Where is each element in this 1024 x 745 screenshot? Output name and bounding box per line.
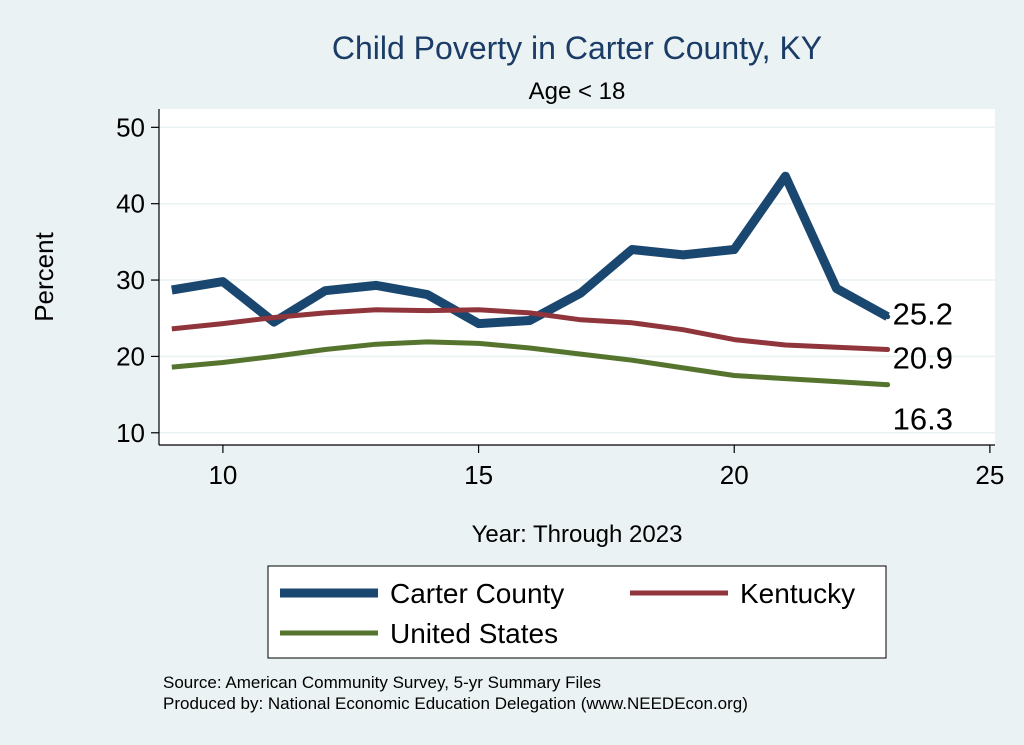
series-line-united-states [171,339,888,388]
end-marker-kentucky [885,347,891,353]
end-labels: 25.2 20.9 16.3 [885,297,953,437]
end-label-kentucky: 20.9 [893,341,953,376]
legend-item-carter-county: Carter County [280,578,564,609]
y-axis-ticks: 10 20 30 40 50 [116,112,159,448]
x-axis-title: Year: Through 2023 [472,521,683,548]
x-tick-label-15: 15 [464,460,493,490]
producer-note: Produced by: National Economic Education… [163,694,748,713]
chart-subtitle: Age < 18 [529,78,626,105]
legend-label-united-states: United States [390,618,558,649]
chart-title: Child Poverty in Carter County, KY [332,30,822,66]
end-marker-united-states [885,382,891,388]
y-tick-label-10: 10 [116,418,145,448]
series-line-kentucky [171,307,888,352]
legend-label-kentucky: Kentucky [740,578,855,609]
y-tick-label-50: 50 [116,112,145,142]
y-tick-label-30: 30 [116,265,145,295]
series-line-carter-county [171,171,890,329]
y-axis-title: Percent [29,231,59,321]
legend-label-carter-county: Carter County [390,578,564,609]
y-tick-label-40: 40 [116,189,145,219]
x-tick-label-10: 10 [208,460,237,490]
legend-box [267,565,887,659]
x-tick-label-25: 25 [975,460,1004,490]
legend-item-united-states: United States [280,618,558,649]
series-lines [171,171,890,388]
gridlines [159,126,995,434]
source-note: Source: American Community Survey, 5-yr … [163,673,601,692]
plot-area [159,109,995,445]
x-axis-ticks: 10 15 20 25 [208,445,1004,490]
legend-item-kentucky: Kentucky [630,578,855,609]
y-tick-label-20: 20 [116,341,145,371]
end-marker-carter-county [885,314,891,320]
end-label-united-states: 16.3 [893,402,953,437]
end-label-carter-county: 25.2 [893,297,953,332]
x-tick-label-20: 20 [720,460,749,490]
legend: Carter County Kentucky United States [267,565,887,659]
